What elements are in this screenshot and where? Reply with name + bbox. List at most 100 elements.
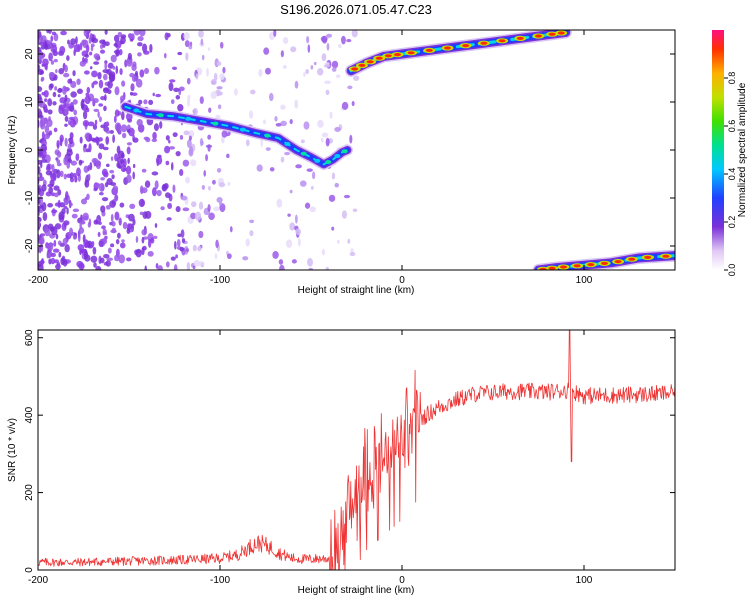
noise-speckle: [220, 41, 224, 49]
noise-speckle: [64, 64, 69, 73]
noise-speckle: [346, 38, 352, 43]
noise-speckle: [310, 65, 314, 70]
noise-speckle: [101, 197, 109, 202]
noise-speckle: [93, 219, 99, 225]
noise-speckle: [48, 130, 53, 136]
noise-speckle: [216, 197, 223, 203]
noise-speckle: [128, 213, 135, 222]
noise-speckle: [63, 100, 67, 109]
track-blob: [185, 116, 192, 121]
noise-speckle: [105, 204, 111, 210]
noise-speckle: [199, 137, 204, 147]
noise-speckle: [275, 123, 282, 127]
noise-speckle: [42, 58, 49, 66]
noise-speckle: [144, 265, 147, 270]
noise-speckle: [86, 86, 91, 94]
noise-speckle: [99, 257, 105, 264]
noise-speckle: [38, 186, 41, 195]
noise-speckle: [206, 67, 209, 77]
noise-speckle: [186, 77, 191, 85]
track-hotspot: [662, 254, 670, 258]
noise-speckle: [341, 210, 347, 219]
noise-speckle: [331, 172, 336, 180]
noise-speckle: [129, 72, 135, 78]
chart-title: S196.2026.071.05.47.C23: [280, 2, 432, 17]
noise-speckle: [89, 51, 93, 56]
noise-speckle: [97, 152, 103, 160]
noise-speckle: [143, 50, 150, 55]
track-hotspot: [600, 261, 608, 265]
noise-speckle: [152, 187, 157, 197]
noise-speckle: [141, 236, 145, 244]
noise-speckle: [58, 211, 65, 220]
track-blob: [264, 133, 271, 138]
noise-speckle: [71, 213, 78, 219]
noise-speckle: [210, 78, 217, 86]
noise-speckle: [79, 220, 86, 225]
noise-speckle: [66, 55, 70, 62]
noise-speckle: [321, 53, 327, 62]
noise-speckle: [331, 226, 335, 231]
noise-speckle: [317, 67, 324, 76]
noise-speckle: [191, 201, 197, 208]
noise-speckle: [291, 259, 297, 264]
noise-speckle: [115, 238, 120, 245]
spectrogram-y-tick-label: 0: [24, 147, 35, 153]
noise-speckle: [219, 202, 223, 206]
noise-speckle: [57, 240, 62, 246]
noise-speckle: [170, 162, 174, 171]
noise-speckle: [285, 239, 293, 248]
noise-speckle: [205, 154, 208, 162]
noise-speckle: [294, 80, 299, 89]
noise-speckle: [110, 213, 114, 223]
noise-speckle: [106, 257, 114, 262]
noise-speckle: [183, 130, 190, 136]
noise-speckle: [115, 65, 119, 75]
noise-speckle: [170, 256, 176, 261]
noise-speckle: [84, 54, 90, 58]
noise-speckle: [72, 70, 76, 77]
noise-speckle: [279, 264, 285, 270]
noise-speckle: [216, 86, 223, 90]
noise-speckle: [200, 38, 204, 46]
noise-speckle: [249, 230, 254, 237]
noise-speckle: [194, 211, 202, 221]
noise-speckle: [305, 69, 309, 75]
noise-speckle: [263, 47, 270, 55]
noise-speckle: [89, 162, 93, 171]
noise-speckle: [195, 73, 199, 80]
noise-speckle: [58, 68, 65, 75]
noise-speckle: [185, 176, 191, 184]
noise-speckle: [272, 250, 279, 259]
noise-speckle: [77, 233, 81, 242]
noise-speckle: [320, 35, 328, 43]
noise-speckle: [104, 41, 110, 47]
noise-speckle: [174, 240, 177, 250]
noise-speckle: [297, 237, 301, 247]
spectrogram-x-label: Height of straight line (km): [298, 285, 415, 296]
noise-speckle: [141, 168, 147, 173]
noise-speckle: [53, 58, 58, 63]
noise-speckle: [121, 111, 125, 121]
spectrogram-y-tick-label: 10: [24, 96, 35, 108]
noise-speckle: [114, 254, 120, 262]
noise-speckle: [97, 71, 102, 80]
noise-speckle: [258, 68, 263, 77]
noise-speckle: [69, 101, 74, 110]
noise-speckle: [98, 103, 104, 107]
noise-speckle: [207, 144, 211, 152]
noise-speckle: [245, 139, 250, 147]
noise-speckle: [139, 30, 146, 37]
track-hotspot: [407, 51, 415, 55]
noise-speckle: [300, 139, 305, 144]
noise-speckle: [105, 136, 110, 145]
noise-speckle: [269, 92, 274, 102]
noise-speckle: [64, 115, 69, 122]
noise-speckle: [76, 88, 83, 95]
noise-speckle: [93, 61, 100, 65]
noise-speckle: [98, 240, 104, 248]
noise-speckle: [103, 253, 110, 259]
noise-speckle: [38, 86, 43, 92]
noise-speckle: [168, 139, 171, 144]
noise-speckle: [175, 95, 181, 100]
